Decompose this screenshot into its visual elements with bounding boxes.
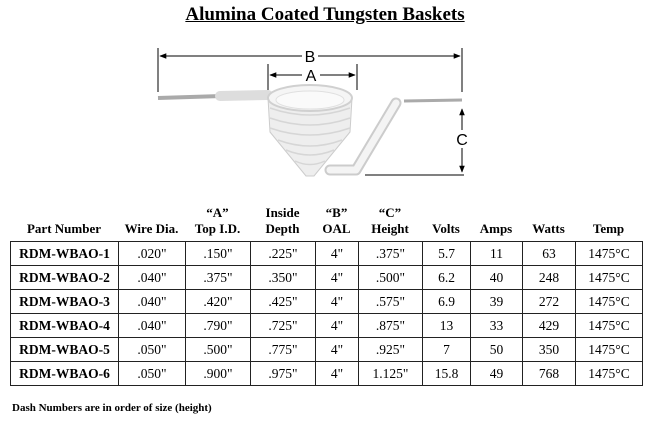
table-cell: 350 — [522, 337, 576, 362]
table-cell: .040" — [118, 289, 186, 314]
table-cell: .975" — [250, 361, 316, 386]
table-row: RDM-WBAO-3.040" .420" .425" 4" .575" 6.9 39 272… — [10, 289, 643, 314]
table-cell: .375" — [185, 265, 251, 290]
dimension-label-a: A — [306, 68, 317, 85]
table-cell: 429 — [522, 313, 576, 338]
table-cell: 1475°C — [575, 337, 643, 362]
header-part-number: Part Number — [26, 221, 101, 236]
table-cell: .050" — [118, 361, 186, 386]
table-cell: 4" — [315, 289, 359, 314]
table-cell: .040" — [118, 265, 186, 290]
part-number-cell: RDM-WBAO-4 — [10, 313, 119, 338]
page-title: Alumina Coated Tungsten Baskets — [185, 4, 465, 25]
table-cell: 11 — [470, 241, 523, 266]
table-cell: 1475°C — [575, 361, 643, 386]
table-cell: 7 — [422, 337, 471, 362]
header-height: “C” Height — [371, 205, 409, 236]
part-number-cell: RDM-WBAO-2 — [10, 265, 119, 290]
table-cell: .500" — [358, 265, 423, 290]
table-cell: 768 — [522, 361, 576, 386]
table-cell: .725" — [250, 313, 316, 338]
table-cell: 4" — [315, 265, 359, 290]
table-cell: .420" — [185, 289, 251, 314]
table-cell: 1475°C — [575, 265, 643, 290]
header-volts: Volts — [432, 221, 460, 236]
table-cell: .900" — [185, 361, 251, 386]
table-row: RDM-WBAO-1.020" .150" .225" 4" .375" 5.7 11 63 1… — [10, 241, 643, 266]
table-cell: 272 — [522, 289, 576, 314]
table-row: RDM-WBAO-2.040" .375" .350" 4" .500" 6.2 40 248… — [10, 265, 643, 290]
table-cell: .020" — [118, 241, 186, 266]
part-number-cell: RDM-WBAO-5 — [10, 337, 119, 362]
table-cell: 4" — [315, 313, 359, 338]
part-number-cell: RDM-WBAO-6 — [10, 361, 119, 386]
table-cell: .500" — [185, 337, 251, 362]
table-cell: 1475°C — [575, 289, 643, 314]
table-cell: 40 — [470, 265, 523, 290]
basket-illustration — [157, 84, 463, 177]
table-cell: 6.9 — [422, 289, 471, 314]
table-cell: 63 — [522, 241, 576, 266]
header-oal: “B” OAL — [322, 205, 351, 236]
table-cell: .375" — [358, 241, 423, 266]
part-number-cell: RDM-WBAO-1 — [10, 241, 119, 266]
part-number-cell: RDM-WBAO-3 — [10, 289, 119, 314]
table-cell: 15.8 — [422, 361, 471, 386]
table-cell: .575" — [358, 289, 423, 314]
table-cell: 4" — [315, 337, 359, 362]
basket-diagram: B A C — [157, 48, 468, 177]
table-cell: .350" — [250, 265, 316, 290]
table-cell: 1475°C — [575, 313, 643, 338]
table-cell: 33 — [470, 313, 523, 338]
table-cell: 39 — [470, 289, 523, 314]
footnote: Dash Numbers are in order of size (heigh… — [12, 402, 212, 414]
header-inside-depth: Inside Depth — [265, 205, 300, 236]
dimension-lines — [157, 48, 465, 176]
table-row: RDM-WBAO-6.050" .900" .975" 4" 1.125" 15.8 49 7… — [10, 361, 643, 386]
table-cell: .150" — [185, 241, 251, 266]
table-cell: .875" — [358, 313, 423, 338]
table-cell: .050" — [118, 337, 186, 362]
header-amps: Amps — [479, 221, 513, 236]
table-cell: 1475°C — [575, 241, 643, 266]
header-watts: Watts — [532, 221, 565, 236]
header-wire-dia: Wire Dia. — [124, 221, 179, 236]
table-cell: 13 — [422, 313, 471, 338]
table-cell: 6.2 — [422, 265, 471, 290]
table-cell: 50 — [470, 337, 523, 362]
table-cell: 49 — [470, 361, 523, 386]
table-cell: .040" — [118, 313, 186, 338]
table-cell: 248 — [522, 265, 576, 290]
table-cell: 4" — [315, 361, 359, 386]
table-cell: .790" — [185, 313, 251, 338]
table-cell: 4" — [315, 241, 359, 266]
table-cell: 5.7 — [422, 241, 471, 266]
table-row: RDM-WBAO-4.040" .790" .725" 4" .875" 13 33 429 1… — [10, 313, 643, 338]
specs-table: RDM-WBAO-1.020" .150" .225" 4" .375" 5.7 11 63 1… — [10, 241, 643, 386]
header-top-id: “A” Top I.D. — [194, 205, 241, 236]
header-temp: Temp — [592, 221, 625, 236]
table-cell: .775" — [250, 337, 316, 362]
dimension-label-c: C — [456, 132, 468, 149]
table-cell: 1.125" — [358, 361, 423, 386]
table-row: RDM-WBAO-5.050" .500" .775" 4" .925" 7 50 350 14… — [10, 337, 643, 362]
dimension-label-b: B — [305, 49, 316, 66]
table-cell: .425" — [250, 289, 316, 314]
table-cell: .925" — [358, 337, 423, 362]
table-cell: .225" — [250, 241, 316, 266]
